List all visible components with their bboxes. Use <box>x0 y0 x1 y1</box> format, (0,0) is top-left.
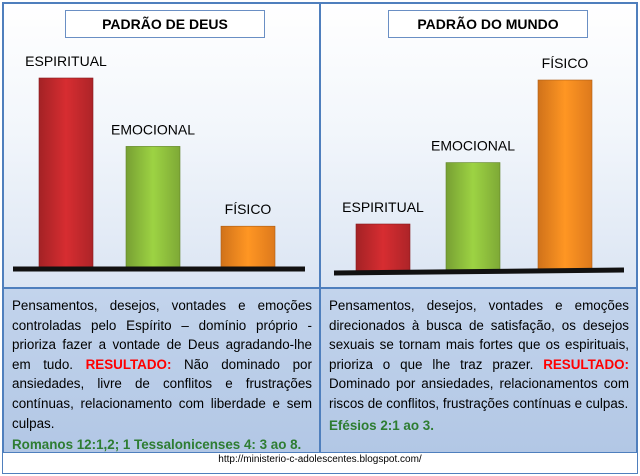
left-description: Pensamentos, desejos, vontades e emoções… <box>12 296 312 455</box>
bar-espiritual <box>355 223 411 273</box>
bar-emocional <box>445 162 501 273</box>
bar-label-físico: FÍSICO <box>542 55 589 71</box>
bar-label-espiritual: ESPIRITUAL <box>25 53 107 69</box>
bar-label-espiritual: ESPIRITUAL <box>342 199 424 215</box>
right-text-panel <box>320 288 637 453</box>
right-bar-chart: ESPIRITUAL EMOCIONAL FÍSICO <box>333 55 625 276</box>
bar-label-emocional: EMOCIONAL <box>111 121 195 137</box>
bar-emocional <box>125 146 181 269</box>
left-result-text: Não dominado por ansiedades, livre de co… <box>12 356 312 431</box>
bar-físico <box>220 225 276 269</box>
left-body-text: Pensamentos, desejos, vontades e emoções… <box>12 298 312 372</box>
right-reference: Efésios 2:1 ao 3. <box>329 417 434 433</box>
footer-url[interactable]: http://ministerio-c-adolescentes.blogspo… <box>218 454 422 465</box>
left-chart-title: PADRÃO DE DEUS <box>65 10 265 38</box>
bar-espiritual <box>38 77 94 269</box>
bar-label-físico: FÍSICO <box>225 201 272 217</box>
left-text-panel <box>3 288 320 453</box>
left-reference: Romanos 12:1,2; 1 Tessalonicenses 4: 3 a… <box>12 437 302 453</box>
bar-label-emocional: EMOCIONAL <box>431 138 515 154</box>
right-description: Pensamentos, desejos, vontades e emoções… <box>329 296 629 435</box>
right-chart-title: PADRÃO DO MUNDO <box>388 10 588 38</box>
right-result-label: RESULTADO: <box>543 356 629 372</box>
chart-baseline <box>333 267 625 276</box>
right-body-text: Pensamentos, desejos, vontades e emoções… <box>329 298 629 372</box>
left-result-label: RESULTADO: <box>85 356 172 372</box>
left-bar-chart: ESPIRITUAL EMOCIONAL FÍSICO <box>13 53 305 272</box>
bar-físico <box>537 79 593 273</box>
right-result-text: Dominado por ansiedades, relacionamentos… <box>329 376 629 411</box>
